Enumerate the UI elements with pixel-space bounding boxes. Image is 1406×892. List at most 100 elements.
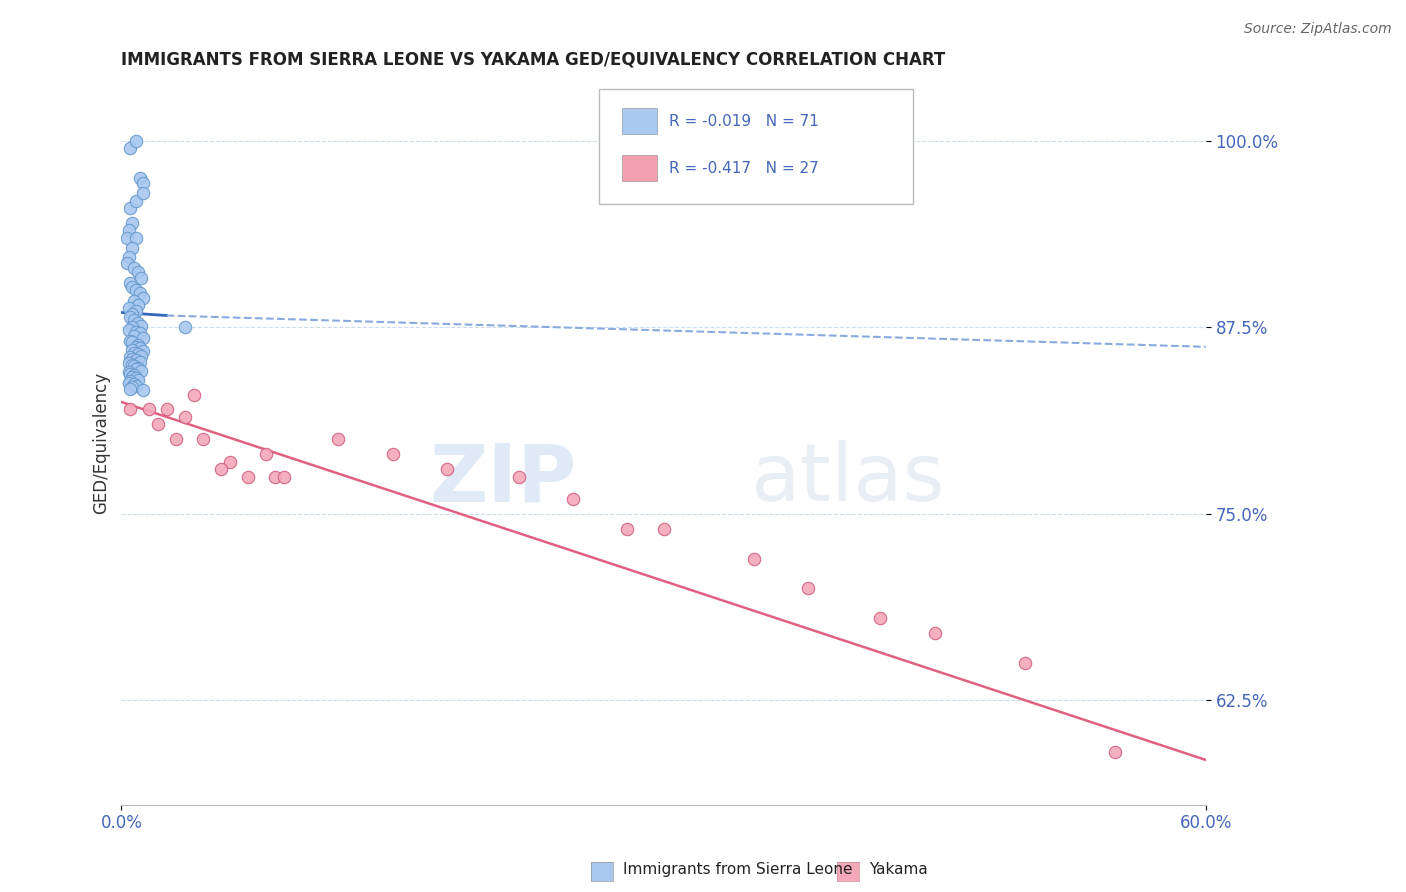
Point xyxy=(121,380,143,394)
Point xyxy=(1104,746,1126,760)
Point xyxy=(165,432,187,446)
Point xyxy=(127,360,149,375)
Point xyxy=(146,417,169,432)
Point xyxy=(742,551,765,566)
Y-axis label: GED/Equivalency: GED/Equivalency xyxy=(93,372,110,514)
Point xyxy=(120,351,142,365)
Point xyxy=(273,469,295,483)
Text: IMMIGRANTS FROM SIERRA LEONE VS YAKAMA GED/EQUIVALENCY CORRELATION CHART: IMMIGRANTS FROM SIERRA LEONE VS YAKAMA G… xyxy=(121,51,946,69)
Point xyxy=(120,382,142,396)
Point xyxy=(118,323,141,337)
Point xyxy=(118,301,141,315)
Text: Source: ZipAtlas.com: Source: ZipAtlas.com xyxy=(1244,22,1392,37)
Point xyxy=(120,374,142,388)
FancyBboxPatch shape xyxy=(623,108,657,134)
Point xyxy=(924,626,946,640)
Point xyxy=(115,231,138,245)
Point xyxy=(120,402,142,417)
Point xyxy=(125,134,148,148)
Point xyxy=(156,402,179,417)
Point xyxy=(562,491,585,506)
Text: R = -0.417   N = 27: R = -0.417 N = 27 xyxy=(669,161,818,176)
Point xyxy=(121,320,143,334)
Point xyxy=(120,141,142,155)
Point xyxy=(120,367,142,381)
Point xyxy=(797,582,820,596)
Point xyxy=(127,338,149,352)
Point xyxy=(218,455,240,469)
Point xyxy=(121,335,143,350)
Text: R = -0.019   N = 71: R = -0.019 N = 71 xyxy=(669,113,818,128)
Point xyxy=(125,304,148,318)
Point xyxy=(127,298,149,312)
Point xyxy=(121,351,143,366)
Point xyxy=(508,469,530,483)
Point xyxy=(131,271,153,285)
Point xyxy=(183,387,205,401)
Point xyxy=(132,331,155,345)
Point xyxy=(173,320,195,334)
Text: Yakama: Yakama xyxy=(869,863,928,877)
Point xyxy=(132,186,155,201)
Point xyxy=(125,283,148,297)
Point xyxy=(115,256,138,270)
Point xyxy=(122,260,145,275)
Point xyxy=(121,358,143,372)
Point xyxy=(122,359,145,374)
Point xyxy=(127,347,149,361)
Point xyxy=(128,171,150,186)
Point xyxy=(131,318,153,333)
Point xyxy=(120,276,142,290)
FancyBboxPatch shape xyxy=(623,155,657,181)
FancyBboxPatch shape xyxy=(599,88,912,204)
Point xyxy=(118,376,141,390)
Point xyxy=(122,313,145,327)
Point xyxy=(118,250,141,264)
Point xyxy=(381,447,404,461)
Point xyxy=(122,293,145,308)
Point xyxy=(209,462,232,476)
Point xyxy=(125,231,148,245)
Point xyxy=(127,373,149,387)
Point xyxy=(118,365,141,379)
Text: atlas: atlas xyxy=(751,440,945,518)
Point xyxy=(191,432,214,446)
Point xyxy=(131,349,153,363)
Point xyxy=(128,341,150,355)
Point xyxy=(236,469,259,483)
Point xyxy=(128,286,150,301)
Point xyxy=(122,377,145,392)
Point xyxy=(128,355,150,369)
Point xyxy=(616,522,638,536)
Point xyxy=(125,325,148,339)
Point xyxy=(121,343,143,357)
Point xyxy=(125,340,148,354)
Point xyxy=(118,223,141,237)
Point xyxy=(127,265,149,279)
Point xyxy=(132,383,155,397)
Point xyxy=(138,402,160,417)
Point xyxy=(125,362,148,376)
Point xyxy=(125,378,148,392)
Point xyxy=(125,353,148,368)
Point xyxy=(869,611,891,625)
Point xyxy=(127,316,149,330)
Point xyxy=(121,216,143,230)
Point xyxy=(132,291,155,305)
Point xyxy=(328,432,350,446)
Point xyxy=(173,409,195,424)
Point xyxy=(122,345,145,359)
Point xyxy=(122,368,145,383)
Point xyxy=(131,364,153,378)
Point xyxy=(118,356,141,370)
Point xyxy=(132,344,155,359)
Point xyxy=(652,522,675,536)
Point xyxy=(132,176,155,190)
Point xyxy=(121,369,143,384)
Point xyxy=(436,462,458,476)
Point xyxy=(121,307,143,321)
Point xyxy=(125,371,148,385)
Point xyxy=(254,447,277,461)
Point xyxy=(120,310,142,324)
Point xyxy=(121,241,143,255)
